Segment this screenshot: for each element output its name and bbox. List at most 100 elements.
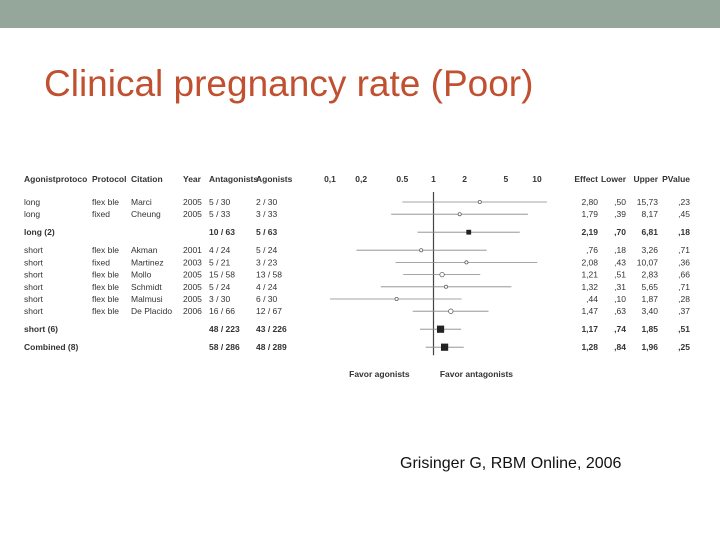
row-pvalue: ,36	[678, 257, 690, 267]
row-protocol: flex ble	[92, 197, 119, 207]
row-citation: De Placido	[131, 306, 172, 316]
row-citation: Cheung	[131, 209, 161, 219]
row-citation: Schmidt	[131, 282, 162, 292]
row-agonists: 13 / 58	[256, 270, 282, 280]
row-agonist: short	[24, 282, 44, 292]
row-antagonists: 3 / 30	[209, 294, 231, 304]
row-upper: 3,40	[641, 306, 658, 316]
row-effect: 1,17	[581, 324, 598, 334]
subtotal-label: long (2)	[24, 227, 55, 237]
row-agonists: 2 / 30	[256, 197, 278, 207]
row-effect: 1,79	[581, 209, 598, 219]
row-agonists: 5 / 24	[256, 245, 278, 255]
row-agonists: 43 / 226	[256, 324, 287, 334]
favor-agonists-label: Favor agonists	[349, 369, 410, 379]
row-antagonists: 58 / 286	[209, 342, 240, 352]
header-effect: Effect	[574, 174, 598, 184]
row-antagonists: 48 / 223	[209, 324, 240, 334]
row-agonist: short	[24, 257, 44, 267]
row-year: 2005	[183, 282, 202, 292]
row-upper: 6,81	[641, 227, 658, 237]
effect-point	[477, 200, 482, 205]
row-agonists: 5 / 63	[256, 227, 278, 237]
row-lower: ,18	[614, 245, 626, 255]
row-lower: ,43	[614, 257, 626, 267]
row-effect: 2,80	[581, 197, 598, 207]
row-lower: ,31	[614, 282, 626, 292]
row-protocol: flex ble	[92, 282, 119, 292]
row-effect: 1,32	[581, 282, 598, 292]
row-pvalue: ,23	[678, 197, 690, 207]
axis-tick-label: 5	[503, 174, 508, 184]
row-pvalue: ,28	[678, 294, 690, 304]
row-pvalue: ,25	[678, 342, 690, 352]
row-effect: ,44	[586, 294, 598, 304]
row-agonists: 6 / 30	[256, 294, 278, 304]
row-lower: ,39	[614, 209, 626, 219]
axis-tick-label: 0.5	[396, 174, 408, 184]
row-year: 2005	[183, 270, 202, 280]
row-lower: ,51	[614, 270, 626, 280]
row-antagonists: 5 / 33	[209, 209, 231, 219]
row-effect: 2,19	[581, 227, 598, 237]
row-protocol: flex ble	[92, 306, 119, 316]
row-antagonists: 4 / 24	[209, 245, 231, 255]
axis-tick-label: 1	[431, 174, 436, 184]
axis-tick-label: 0,2	[355, 174, 367, 184]
header-agonists: Agonists	[256, 174, 293, 184]
row-agonists: 3 / 23	[256, 257, 278, 267]
row-lower: ,63	[614, 306, 626, 316]
row-lower: ,84	[614, 342, 626, 352]
subtotal-label: short (6)	[24, 324, 58, 334]
row-effect: 2,08	[581, 257, 598, 267]
row-citation: Mollo	[131, 270, 152, 280]
axis-tick-label: 0,1	[324, 174, 336, 184]
row-year: 2006	[183, 306, 202, 316]
row-lower: ,70	[614, 227, 626, 237]
row-pvalue: ,37	[678, 306, 690, 316]
axis-tick-label: 10	[532, 174, 542, 184]
row-pvalue: ,45	[678, 209, 690, 219]
effect-point	[419, 248, 424, 253]
pooled-effect-marker	[436, 325, 445, 333]
row-upper: 1,96	[641, 342, 658, 352]
row-agonist: short	[24, 306, 44, 316]
row-lower: ,10	[614, 294, 626, 304]
pooled-effect-marker	[466, 229, 472, 235]
row-upper: 1,85	[641, 324, 658, 334]
row-antagonists: 5 / 24	[209, 282, 231, 292]
effect-point	[457, 212, 462, 217]
effect-point	[394, 296, 399, 301]
row-lower: ,74	[614, 324, 626, 334]
top-banner	[0, 0, 720, 28]
row-upper: 5,65	[641, 282, 658, 292]
row-citation: Martinez	[131, 257, 164, 267]
row-upper: 3,26	[641, 245, 658, 255]
row-effect: 1,21	[581, 270, 598, 280]
subtotal-label: Combined (8)	[24, 342, 78, 352]
row-effect: 1,47	[581, 306, 598, 316]
row-protocol: fixed	[92, 209, 110, 219]
row-effect: ,76	[586, 245, 598, 255]
row-upper: 15,73	[637, 197, 659, 207]
row-agonist: long	[24, 209, 40, 219]
row-protocol: flex ble	[92, 270, 119, 280]
header-upper: Upper	[633, 174, 658, 184]
row-agonist: short	[24, 245, 44, 255]
axis-tick-label: 2	[462, 174, 467, 184]
effect-point	[448, 308, 454, 314]
row-upper: 2,83	[641, 270, 658, 280]
row-citation: Marci	[131, 197, 152, 207]
row-effect: 1,28	[581, 342, 598, 352]
row-pvalue: ,66	[678, 270, 690, 280]
row-agonists: 4 / 24	[256, 282, 278, 292]
row-agonists: 48 / 289	[256, 342, 287, 352]
forest-plot: Agonistprotoco Protocol Citation Year Antago…	[20, 168, 700, 390]
header-pvalue: PValue	[662, 174, 690, 184]
slide-citation: Grisinger G, RBM Online, 2006	[400, 455, 622, 472]
row-agonists: 12 / 67	[256, 306, 282, 316]
row-pvalue: ,71	[678, 245, 690, 255]
row-year: 2005	[183, 209, 202, 219]
row-pvalue: ,18	[678, 227, 690, 237]
row-lower: ,50	[614, 197, 626, 207]
